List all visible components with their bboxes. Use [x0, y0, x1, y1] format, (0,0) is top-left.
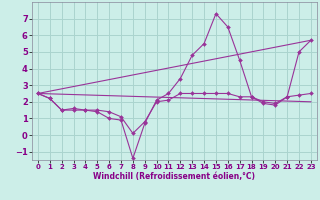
X-axis label: Windchill (Refroidissement éolien,°C): Windchill (Refroidissement éolien,°C) [93, 172, 255, 181]
